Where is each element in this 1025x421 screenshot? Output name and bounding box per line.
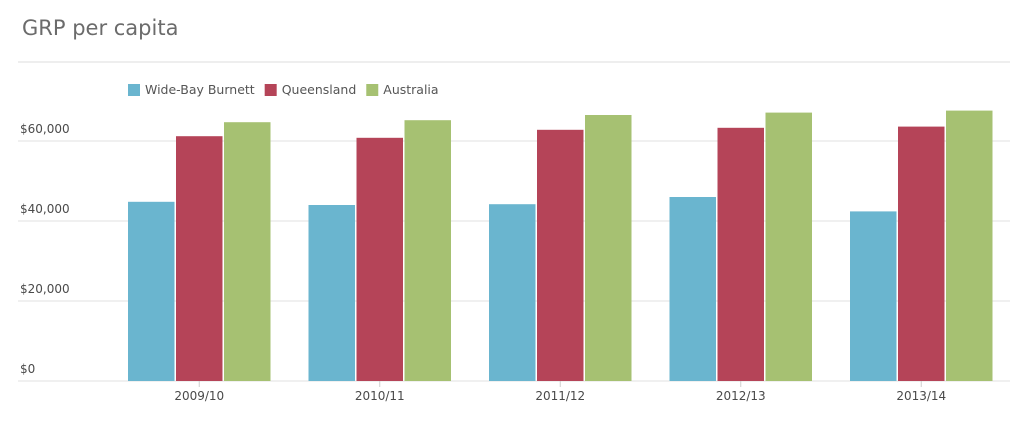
bars [128,110,993,381]
bar[interactable] [585,115,632,381]
x-tick-label: 2010/11 [355,389,405,403]
x-tick-label: 2012/13 [716,389,766,403]
chart-title: GRP per capita [22,16,179,40]
axis-ticks: $0 $20,000 $40,000 $60,000 2009/10 2010/11 201… [20,122,946,403]
bar[interactable] [946,110,993,381]
y-tick-label: $0 [20,362,35,376]
legend-swatch [128,84,140,96]
bar[interactable] [850,211,897,381]
legend: Wide-Bay Burnett Queensland Australia [128,82,439,97]
bar[interactable] [128,201,175,381]
legend-label[interactable]: Queensland [282,82,357,97]
legend-label[interactable]: Wide-Bay Burnett [145,82,255,97]
x-tick-label: 2011/12 [535,389,585,403]
legend-label[interactable]: Australia [383,82,438,97]
bar[interactable] [356,137,404,381]
legend-swatch [366,84,379,96]
legend-swatch [264,84,277,96]
bar[interactable] [898,126,945,381]
y-tick-label: $60,000 [20,122,70,136]
bar[interactable] [224,122,271,381]
bar[interactable] [489,204,536,381]
bar[interactable] [765,112,813,381]
bar[interactable] [717,127,765,381]
x-tick-label: 2009/10 [174,389,224,403]
bar[interactable] [669,197,717,381]
y-tick-label: $20,000 [20,282,70,296]
x-tick-label: 2013/14 [896,389,946,403]
bar[interactable] [308,205,356,381]
bar[interactable] [537,129,584,381]
y-tick-label: $40,000 [20,202,70,216]
bar[interactable] [404,120,452,381]
bar[interactable] [176,136,223,381]
